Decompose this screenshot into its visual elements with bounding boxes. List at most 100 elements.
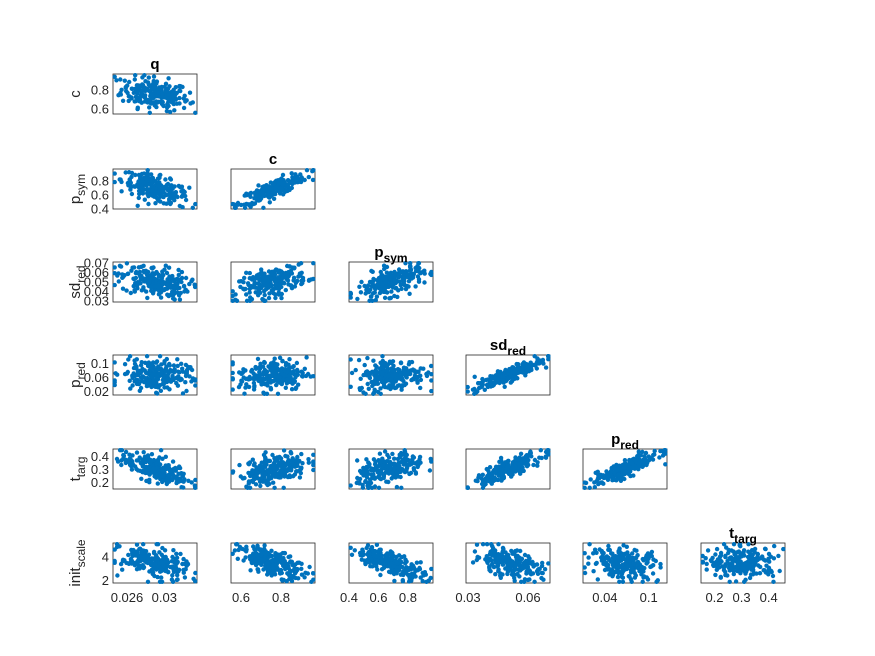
scatter-point bbox=[136, 371, 141, 376]
scatter-point bbox=[372, 462, 378, 467]
scatter-point bbox=[258, 376, 263, 381]
scatter-point bbox=[112, 265, 117, 270]
scatter-point bbox=[295, 566, 300, 572]
scatter-point bbox=[392, 461, 397, 466]
scatter-point bbox=[352, 548, 357, 553]
scatter-point bbox=[149, 172, 154, 177]
scatter-point bbox=[242, 275, 247, 281]
scatter-point bbox=[174, 380, 179, 386]
scatter-point bbox=[495, 369, 501, 374]
scatter-point bbox=[127, 457, 132, 462]
scatter-point bbox=[267, 200, 272, 205]
scatter-point bbox=[372, 387, 377, 392]
scatter-point bbox=[750, 552, 755, 557]
scatter-point bbox=[166, 293, 171, 299]
scatter-point bbox=[600, 473, 606, 478]
scatter-point bbox=[640, 463, 646, 468]
scatter-point bbox=[120, 98, 126, 104]
scatter-point bbox=[172, 108, 177, 113]
scatter-point bbox=[123, 449, 129, 455]
scatter-point bbox=[621, 543, 626, 548]
scatter-point bbox=[294, 360, 300, 366]
scatter-point bbox=[235, 556, 240, 561]
scatter-point bbox=[254, 470, 259, 476]
scatter-point bbox=[269, 548, 274, 553]
scatter-point bbox=[428, 575, 433, 581]
scatter-point bbox=[595, 577, 600, 582]
scatter-panel-sd_red-vs-init_scale bbox=[465, 542, 551, 584]
scatter-point bbox=[519, 579, 524, 584]
scatter-point bbox=[378, 572, 383, 578]
scatter-point bbox=[304, 355, 309, 360]
scatter-point bbox=[274, 382, 279, 388]
scatter-point bbox=[392, 578, 397, 584]
scatter-point bbox=[154, 373, 160, 378]
scatter-point bbox=[260, 475, 265, 480]
scatter-point bbox=[414, 560, 420, 565]
scatter-point bbox=[146, 380, 152, 385]
scatter-point bbox=[269, 553, 275, 559]
scatter-point bbox=[161, 201, 166, 206]
scatter-point bbox=[384, 479, 389, 484]
scatter-point bbox=[394, 554, 399, 560]
scatter-point bbox=[147, 368, 152, 373]
scatter-point bbox=[160, 373, 166, 379]
scatter-point bbox=[257, 479, 263, 484]
scatter-point bbox=[281, 558, 286, 563]
scatter-point bbox=[705, 548, 711, 553]
scatter-point bbox=[255, 356, 261, 362]
scatter-point bbox=[622, 462, 627, 467]
scatter-point bbox=[174, 551, 179, 556]
scatter-point bbox=[398, 360, 404, 365]
scatter-point bbox=[152, 556, 157, 561]
scatter-point bbox=[253, 364, 258, 370]
scatter-point bbox=[267, 467, 272, 472]
scatter-point bbox=[187, 374, 192, 379]
scatter-point bbox=[482, 387, 487, 392]
scatter-point bbox=[113, 371, 118, 376]
scatter-point bbox=[267, 458, 273, 464]
scatter-point bbox=[291, 369, 296, 374]
scatter-point bbox=[296, 576, 301, 581]
scatter-point bbox=[134, 458, 140, 463]
scatter-point bbox=[379, 273, 384, 278]
scatter-point bbox=[267, 481, 272, 487]
scatter-point bbox=[545, 448, 550, 453]
scatter-point bbox=[288, 573, 293, 579]
scatter-point bbox=[182, 575, 188, 580]
scatter-point bbox=[402, 554, 407, 559]
scatter-point bbox=[401, 462, 407, 467]
scatter-point bbox=[154, 104, 159, 110]
scatter-point bbox=[252, 374, 257, 379]
scatter-point bbox=[518, 461, 523, 466]
scatter-point bbox=[275, 391, 281, 396]
scatter-point bbox=[190, 277, 195, 282]
scatter-point bbox=[372, 484, 378, 489]
scatter-point bbox=[620, 579, 626, 584]
scatter-point bbox=[128, 187, 133, 192]
scatter-point bbox=[134, 98, 139, 104]
scatter-point bbox=[230, 293, 235, 299]
scatter-point bbox=[274, 562, 279, 567]
scatter-point bbox=[484, 382, 490, 388]
scatter-point bbox=[407, 291, 412, 296]
scatter-point bbox=[413, 265, 418, 271]
scatter-point bbox=[252, 384, 257, 390]
scatter-point bbox=[402, 369, 407, 374]
scatter-point bbox=[369, 545, 375, 550]
scatter-point bbox=[289, 180, 294, 186]
scatter-point bbox=[392, 570, 398, 575]
scatter-point bbox=[179, 189, 184, 194]
scatter-point bbox=[164, 479, 170, 485]
scatter-point bbox=[138, 281, 143, 286]
scatter-point bbox=[259, 557, 264, 563]
scatter-point bbox=[413, 284, 418, 289]
scatter-point bbox=[165, 282, 170, 288]
scatter-point bbox=[404, 452, 409, 458]
scatter-point bbox=[244, 549, 249, 554]
scatter-point bbox=[708, 558, 714, 563]
scatter-point bbox=[395, 367, 401, 372]
scatter-point bbox=[296, 560, 302, 565]
scatter-point bbox=[311, 261, 316, 266]
scatter-panel-q-vs-t_targ bbox=[112, 448, 198, 490]
